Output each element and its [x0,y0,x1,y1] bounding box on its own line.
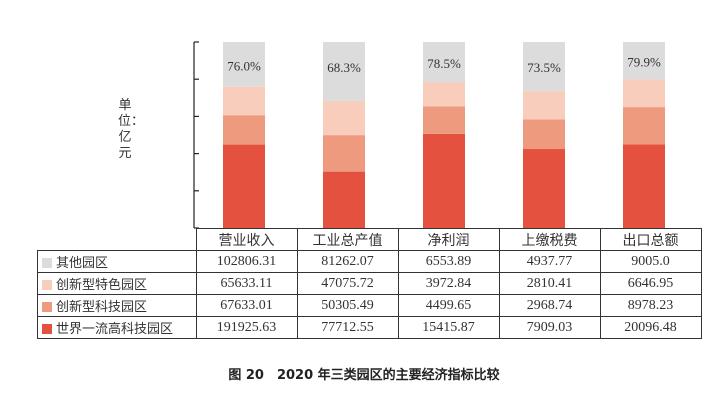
table-cell: 81262.07 [296,250,399,273]
category-label: 净利润 [397,228,500,251]
table-row: 创新型科技园区 67633.01 50305.49 4499.65 2968.74 897… [37,294,702,317]
table-cell: 77712.55 [296,316,399,339]
table-cell: 47075.72 [296,272,399,295]
stacked-bar-chart: 76.0% 68.3% 78.5% 73.5% 79.9% [193,41,665,229]
table-cell: 65633.11 [195,272,298,295]
bar-segment [423,42,465,83]
bar-percent-label: 76.0% [227,58,261,73]
table-cell: 15415.87 [397,316,500,339]
table-cell: 20096.48 [599,316,702,339]
bar-segment [623,107,665,145]
bar-percent-label: 79.9% [627,55,661,70]
bar-segment [423,106,465,134]
data-table: 营业收入 工业总产值 净利润 上缴税费 出口总额其他园区 102806.31 81262.0… [37,228,702,339]
bar-segment [223,144,265,228]
table-cell: 191925.63 [195,316,298,339]
bar-percent-label: 68.3% [327,60,361,75]
table-cell: 6553.89 [397,250,500,273]
legend-entry: 创新型特色园区 [37,272,197,295]
bar-segment [323,171,365,228]
table-row: 创新型特色园区 65633.11 47075.72 3972.84 2810.41 664… [37,272,702,295]
series-name: 其他园区 [56,256,109,271]
table-cell: 4499.65 [397,294,500,317]
table-row: 世界一流高科技园区 191925.63 77712.55 15415.87 7909.0… [37,316,702,339]
legend-entry: 创新型科技园区 [37,294,197,317]
table-cell: 6646.95 [599,272,702,295]
bar-segment [523,42,565,92]
table-cell: 7909.03 [498,316,601,339]
chart-title: 图 20 2020 年三类园区的主要经济指标比较 [228,368,500,383]
bar-segment [223,86,265,116]
bar-segment [623,79,665,108]
category-label: 上缴税费 [498,228,601,251]
table-row: 其他园区 102806.31 81262.07 6553.89 4937.77 9005.… [37,250,702,273]
bar-segment [323,42,365,101]
bar-segment [423,133,465,228]
category-label: 出口总额 [599,228,702,251]
table-cell: 8978.23 [599,294,702,317]
bar-segment [323,135,365,172]
table-cell: 102806.31 [195,250,298,273]
bar-segment [223,115,265,145]
table-cell: 50305.49 [296,294,399,317]
legend-swatch [42,302,52,312]
bar-segment [523,149,565,228]
y-axis-label: 单位：亿元 [118,98,145,161]
table-header-row: 营业收入 工业总产值 净利润 上缴税费 出口总额 [37,228,702,251]
table-cell: 3972.84 [397,272,500,295]
category-label: 营业收入 [195,228,298,251]
legend-entry: 世界一流高科技园区 [37,316,197,339]
category-label: 工业总产值 [296,228,399,251]
table-cell: 2968.74 [498,294,601,317]
legend-swatch [42,258,52,268]
series-name: 世界一流高科技园区 [56,322,174,337]
bar-segment [323,100,365,136]
bar-segment [223,42,265,87]
series-name: 创新型科技园区 [56,300,148,315]
legend-entry: 其他园区 [37,250,197,273]
table-cell: 9005.0 [599,250,702,273]
legend-swatch [42,324,52,334]
bar-percent-label: 73.5% [527,60,561,75]
bar-segment [423,82,465,107]
bar-percent-label: 78.5% [427,56,461,71]
bar-segment [623,42,665,80]
table-cell: 2810.41 [498,272,601,295]
bar-segment [623,144,665,228]
table-cell: 67633.01 [195,294,298,317]
table-cell: 4937.77 [498,250,601,273]
bar-segment [523,91,565,120]
bar-segment [523,119,565,150]
series-name: 创新型特色园区 [56,278,148,293]
table-corner [37,228,197,251]
legend-swatch [42,280,52,290]
